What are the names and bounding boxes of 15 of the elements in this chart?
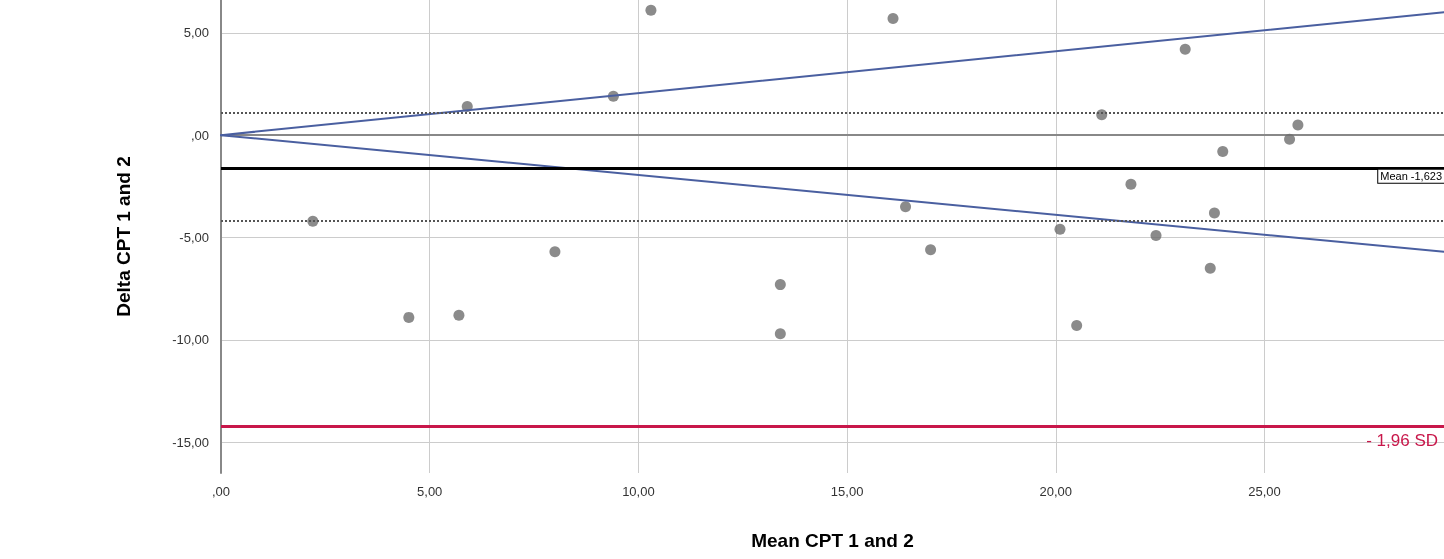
y-tick-label: -5,00 (179, 230, 209, 246)
ref-line-label: Mean -1,623 (1380, 170, 1442, 183)
x-axis-title: Mean CPT 1 and 2 (751, 530, 914, 551)
x-tick-label: 25,00 (1248, 484, 1281, 499)
y-axis-title: Delta CPT 1 and 2 (113, 156, 134, 317)
y-tick-label: ,00 (190, 127, 209, 143)
y-tick-label: -10,00 (172, 332, 209, 348)
x-tick-label: ,00 (211, 484, 231, 499)
x-tick-label: 5,00 (417, 484, 443, 499)
y-tick-label: -15,00 (172, 434, 209, 450)
x-tick-label: 20,00 (1039, 484, 1073, 499)
x-tick-label: 10,00 (622, 484, 655, 499)
y-tick-label: 5,00 (183, 25, 209, 41)
ref-line-label: - 1,96 SD (1366, 430, 1438, 450)
x-tick-label: 15,00 (830, 484, 864, 499)
